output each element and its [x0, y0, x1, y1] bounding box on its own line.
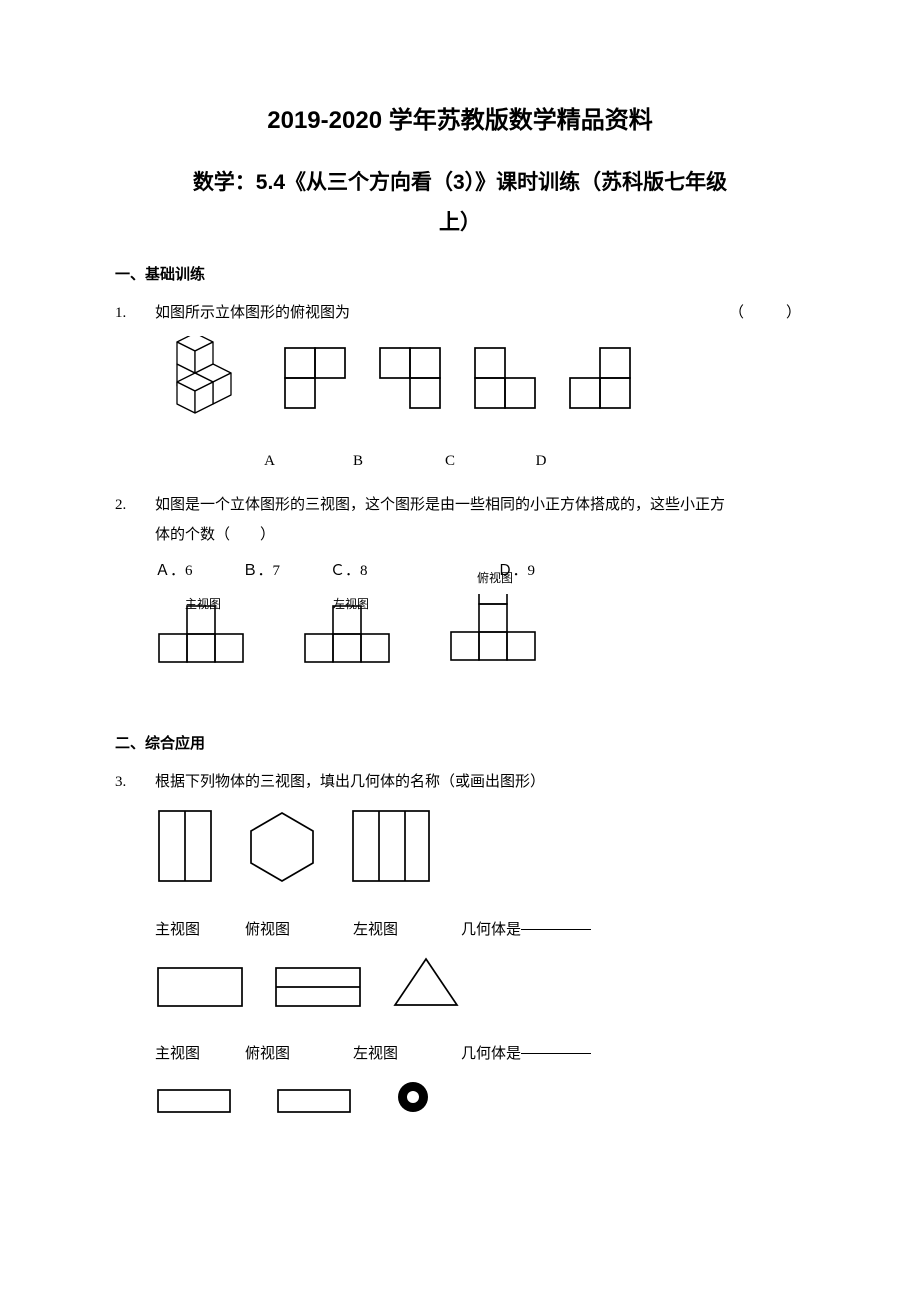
q3-r1-body: 几何体是: [461, 915, 521, 945]
blank-line: [521, 915, 591, 930]
q3-r2-body: 几何体是: [461, 1039, 521, 1069]
q2-opt-c: Ｃ．8: [330, 556, 368, 586]
q1-label-d: D: [496, 446, 586, 476]
q1-num: 1.: [115, 298, 155, 328]
q3-r2-main: 主视图: [155, 1039, 245, 1069]
q3-row2-shapes: [155, 955, 805, 1009]
q3-row2-labels: 主视图 俯视图 左视图 几何体是: [155, 1039, 805, 1069]
q3-row3-shapes: [155, 1079, 805, 1115]
q2-figures: 俯视图 主视图 左视图: [155, 594, 805, 684]
title-sub-line2: 上）: [439, 211, 481, 234]
q2-opt-a: Ａ．6: [155, 556, 193, 586]
q1-option-labels: A B C D: [155, 446, 805, 476]
q3-row1-labels: 主视图 俯视图 左视图 几何体是: [155, 915, 805, 945]
q3-r2-top: 俯视图: [245, 1039, 353, 1069]
section1-header: 一、基础训练: [115, 263, 805, 284]
question-3: 3. 根据下列物体的三视图，填出几何体的名称（或画出图形） 主视图 俯视图: [115, 767, 805, 1119]
blank-line: [521, 1039, 591, 1054]
q2-opt-b: Ｂ．7: [243, 556, 281, 586]
q1-label-a: A: [227, 446, 312, 476]
q3-r1-main: 主视图: [155, 915, 245, 945]
question-2: 2. 如图是一个立体图形的三视图，这个图形是由一些相同的小正方体搭成的，这些小正…: [115, 490, 805, 692]
q2-num: 2.: [115, 490, 155, 520]
question-1: 1. 如图所示立体图形的俯视图为 （ ）: [115, 298, 805, 490]
q3-num: 3.: [115, 767, 155, 797]
q2-text-line1: 如图是一个立体图形的三视图，这个图形是由一些相同的小正方体搭成的，这些小正方: [155, 490, 805, 520]
q1-label-c: C: [404, 446, 496, 476]
q1-text: 如图所示立体图形的俯视图为: [155, 298, 350, 328]
q3-row1-shapes: [155, 807, 805, 885]
title-main: 2019-2020 学年苏教版数学精品资料: [115, 100, 805, 135]
q3-r2-left: 左视图: [353, 1039, 461, 1069]
q1-label-b: B: [312, 446, 404, 476]
section2-header: 二、综合应用: [115, 732, 805, 753]
q3-r1-left: 左视图: [353, 915, 461, 945]
q1-figures: [155, 336, 805, 426]
title-sub: 数学：5.4《从三个方向看（3）》课时训练（苏科版七年级 上）: [115, 163, 805, 243]
q1-paren: （ ）: [729, 298, 805, 328]
q2-lab-top: 俯视图: [477, 566, 513, 590]
title-sub-line1: 数学：5.4《从三个方向看（3）》课时训练（苏科版七年级: [193, 171, 727, 194]
q2-text-line2: 体的个数（ ）: [155, 520, 805, 550]
q3-r1-top: 俯视图: [245, 915, 353, 945]
q3-text: 根据下列物体的三视图，填出几何体的名称（或画出图形）: [155, 767, 805, 797]
